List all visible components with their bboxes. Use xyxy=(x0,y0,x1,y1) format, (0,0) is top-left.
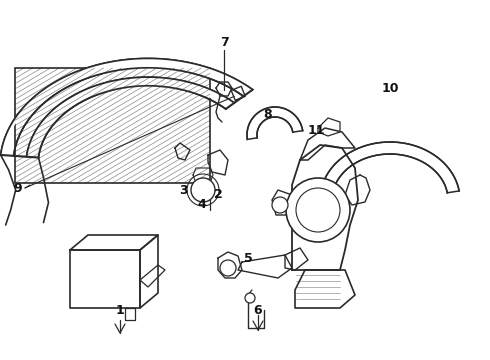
Circle shape xyxy=(245,293,255,303)
Text: 6: 6 xyxy=(254,303,262,316)
Circle shape xyxy=(191,178,215,202)
Text: 2: 2 xyxy=(214,189,222,202)
Text: 1: 1 xyxy=(116,303,124,316)
Text: 11: 11 xyxy=(307,123,325,136)
Text: 5: 5 xyxy=(244,252,252,265)
Circle shape xyxy=(220,260,236,276)
Bar xyxy=(15,68,210,183)
Text: 3: 3 xyxy=(179,184,187,197)
Text: 4: 4 xyxy=(197,198,206,211)
Text: 10: 10 xyxy=(381,81,399,94)
Circle shape xyxy=(286,178,350,242)
Text: 8: 8 xyxy=(264,108,272,122)
Text: 9: 9 xyxy=(14,181,23,194)
Text: 7: 7 xyxy=(220,36,228,49)
Circle shape xyxy=(272,197,288,213)
